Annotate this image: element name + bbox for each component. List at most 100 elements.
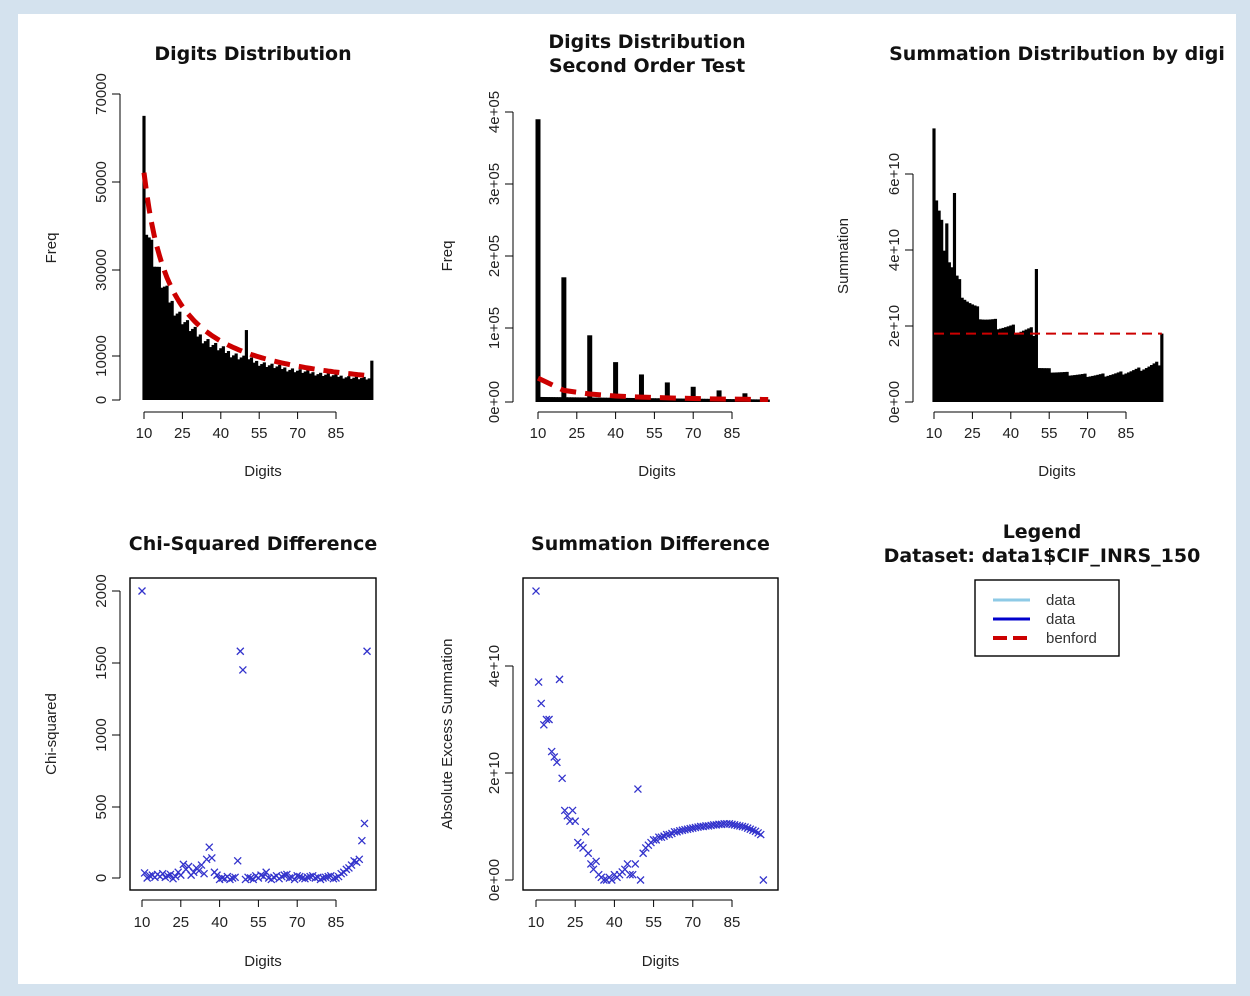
bar	[657, 398, 662, 402]
x-tick-label: 10	[136, 425, 153, 442]
bar	[224, 352, 228, 400]
data-point	[249, 875, 258, 884]
bar	[652, 398, 656, 402]
bar	[265, 366, 269, 400]
y-tick-label: 0e+00	[486, 859, 503, 901]
bar	[1006, 326, 1010, 402]
data-point	[746, 825, 755, 834]
data-point	[756, 830, 765, 839]
bar	[229, 357, 233, 400]
data-point	[636, 876, 645, 884]
bar	[942, 250, 946, 402]
bar	[193, 326, 197, 400]
bar	[598, 397, 602, 402]
y-axis-label: Absolute Excess Summation	[439, 639, 456, 830]
x-axis-label: Digits	[642, 953, 680, 970]
data-point	[741, 823, 750, 831]
bar	[940, 219, 944, 402]
bar	[280, 369, 284, 400]
bar	[1047, 368, 1051, 402]
bar	[360, 378, 364, 400]
x-tick-label: 85	[724, 425, 741, 442]
point-series	[532, 587, 768, 884]
data-point	[303, 873, 312, 882]
data-point	[280, 871, 289, 880]
bar	[198, 334, 202, 400]
bar	[937, 210, 941, 402]
bar	[1109, 375, 1113, 402]
bar	[616, 397, 620, 402]
y-tick-label: 4e+10	[486, 645, 503, 687]
bar	[1121, 374, 1126, 402]
data-point	[586, 859, 595, 868]
spike-bar	[613, 362, 619, 402]
data-point	[321, 873, 330, 882]
bar	[593, 397, 597, 402]
bar	[1011, 324, 1015, 402]
bar	[357, 379, 361, 400]
y-tick-label: 1e+05	[486, 307, 503, 349]
spike-bar	[664, 382, 670, 402]
bar	[642, 398, 646, 402]
bar	[1062, 372, 1067, 402]
bar	[582, 397, 587, 402]
chart-panel-1: Digits Distribution 0 10000 30000 50000 70000…	[43, 43, 374, 480]
bar	[730, 399, 734, 402]
y-tick-label: 0	[93, 396, 110, 404]
bar	[650, 398, 654, 402]
bar	[1134, 368, 1138, 402]
bar	[559, 397, 563, 402]
bar	[595, 397, 600, 402]
bar	[272, 368, 277, 400]
bar	[603, 397, 607, 402]
data-point	[290, 875, 299, 884]
bar	[175, 313, 179, 400]
data-point	[285, 874, 294, 882]
bar	[313, 375, 318, 400]
x-axis-label: Digits	[244, 953, 282, 970]
bar	[201, 343, 205, 400]
data-point	[360, 819, 369, 828]
bar	[278, 364, 282, 400]
x-tick-label: 40	[212, 425, 229, 442]
bar	[1114, 373, 1118, 402]
bar	[1116, 372, 1120, 402]
data-point	[649, 835, 658, 844]
bar	[676, 398, 680, 402]
y-tick-label: 2000	[93, 574, 110, 607]
bar	[150, 239, 154, 400]
bar	[978, 319, 982, 402]
chart-title: Digits Distribution	[548, 31, 745, 53]
bar	[219, 348, 223, 400]
data-point	[259, 872, 268, 881]
bar	[619, 397, 623, 402]
bar	[288, 369, 292, 400]
bar	[234, 353, 238, 400]
bar	[237, 359, 241, 400]
data-point	[231, 873, 240, 882]
data-point	[550, 752, 559, 761]
spike-bar	[561, 277, 567, 402]
x-tick-label: 10	[530, 425, 547, 442]
bar	[1147, 366, 1151, 402]
bar	[751, 399, 755, 402]
x-tick-label: 10	[528, 914, 545, 931]
data-point	[534, 678, 543, 687]
data-point	[357, 836, 366, 845]
point-series	[138, 587, 371, 884]
y-tick-label: 6e+10	[886, 153, 903, 195]
data-point	[592, 857, 601, 866]
y-tick-label: 4e+05	[486, 91, 503, 133]
bar	[170, 300, 174, 400]
bar	[347, 376, 351, 400]
chart-title: Digits Distribution	[154, 43, 351, 65]
bar	[1075, 374, 1079, 402]
data-point	[158, 869, 167, 878]
bar	[144, 234, 149, 400]
bar	[362, 376, 366, 400]
bar	[334, 373, 338, 400]
x-tick-label: 40	[606, 914, 623, 931]
bar	[283, 367, 287, 400]
data-point	[205, 843, 214, 852]
